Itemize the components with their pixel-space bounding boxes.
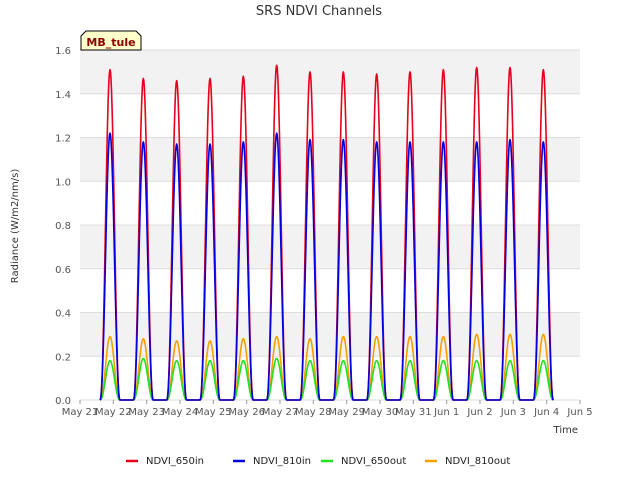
site-label: MB_tule [86,36,135,49]
x-tick-label: May 23 [128,407,165,418]
x-tick-label: May 26 [228,407,265,418]
legend-item: NDVI_650in [126,456,204,467]
y-axis-ticks: 0.0 0.2 0.4 0.6 0.8 1.0 1.2 1.4 1.6 [55,46,71,407]
y-tick-label: 1.6 [55,46,71,57]
x-axis-title: Time [553,425,578,436]
x-tick-label: Jun 1 [433,407,459,418]
series-line-ndvi-810in [99,132,554,401]
x-tick-label: May 21 [62,407,99,418]
plot-band [80,225,580,269]
x-tick-label: May 30 [362,407,399,418]
plot-band [80,268,580,313]
x-tick-label: May 24 [162,407,199,418]
legend: NDVI_650in NDVI_810in NDVI_650out NDVI_810o… [126,456,510,467]
x-tick-label: Jun 3 [500,407,526,418]
y-tick-label: 0.2 [55,352,71,363]
x-tick-label: May 29 [328,407,365,418]
plot-background [80,50,580,400]
x-tick-label: May 25 [195,407,232,418]
y-tick-label: 0.0 [55,396,71,407]
x-tick-label: May 31 [395,407,432,418]
site-label-box: MB_tule [80,30,142,51]
plot-band [80,181,580,225]
y-tick-label: 1.0 [55,177,71,188]
y-tick-label: 1.2 [55,134,71,145]
legend-item: NDVI_810in [233,456,311,467]
series-lines [99,64,555,401]
y-tick-label: 1.4 [55,90,71,101]
x-tick-label: Jun 4 [533,407,559,418]
chart-title: SRS NDVI Channels [256,4,382,19]
y-tick-label: 0.4 [55,309,71,320]
x-tick-label: Jun 2 [466,407,492,418]
x-tick-label: Jun 5 [566,407,592,418]
legend-item: NDVI_650out [321,456,406,467]
legend-item: NDVI_810out [425,456,510,467]
legend-label: NDVI_650in [146,456,204,467]
y-axis-title: Radiance (W/m2/nm/s) [10,169,21,284]
legend-label: NDVI_810in [253,456,311,467]
x-tick-label: May 27 [262,407,299,418]
plot-band [80,312,580,357]
plot-band [80,356,580,400]
plot-band [80,93,580,138]
y-tick-label: 0.6 [55,265,71,276]
legend-label: NDVI_650out [341,456,406,467]
legend-label: NDVI_810out [445,456,510,467]
x-tick-label: May 22 [95,407,132,418]
y-tick-label: 0.8 [55,221,71,232]
plot-band [80,50,580,94]
x-tick-label: May 28 [295,407,332,418]
plot-band [80,137,580,182]
